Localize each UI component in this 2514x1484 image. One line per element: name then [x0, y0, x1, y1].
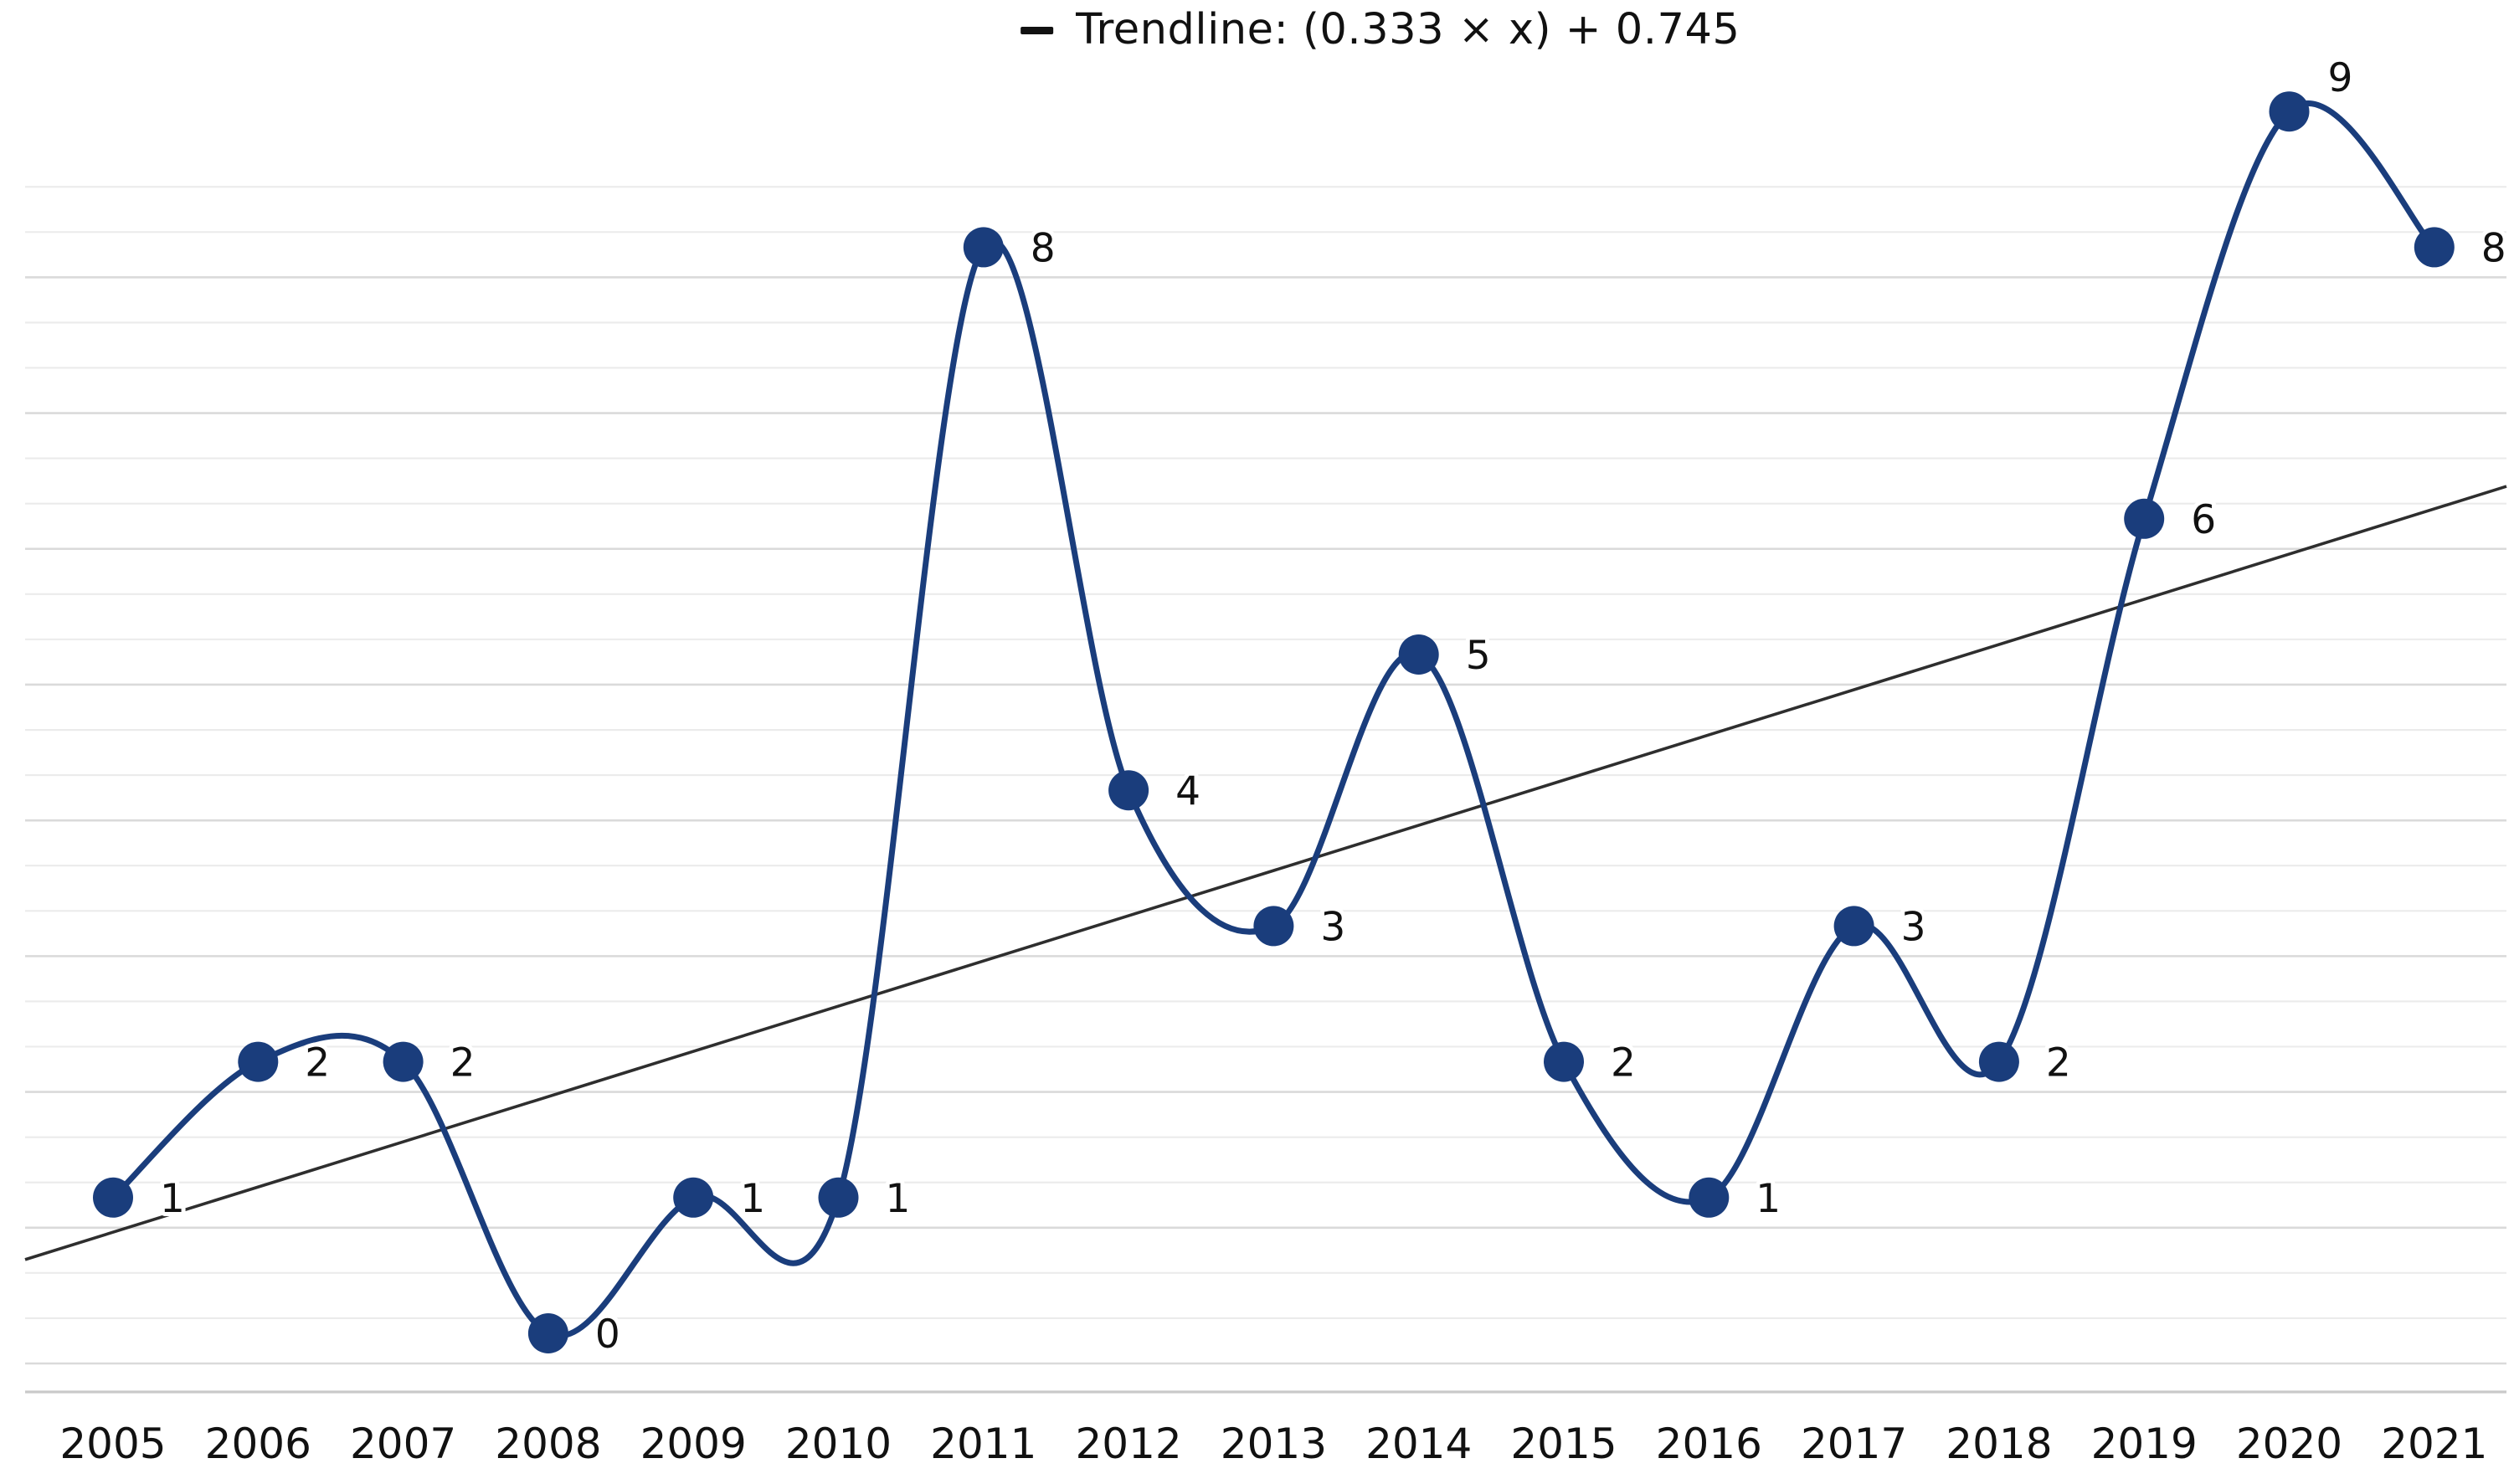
data-label: 2 [450, 1040, 476, 1086]
data-label: 2 [2046, 1040, 2071, 1086]
data-label: 6 [2191, 497, 2216, 543]
data-label: 5 [1466, 633, 1491, 679]
x-tick-label: 2013 [1221, 1420, 1327, 1468]
x-tick-label: 2012 [1075, 1420, 1181, 1468]
data-point-2006[interactable] [238, 1041, 279, 1082]
data-point-2007[interactable] [383, 1041, 424, 1082]
data-label: 1 [740, 1176, 765, 1222]
x-tick-label: 2010 [785, 1420, 892, 1468]
data-label: 2 [305, 1040, 330, 1086]
data-point-2021[interactable] [2414, 227, 2455, 268]
x-tick-label: 2011 [930, 1420, 1036, 1468]
x-tick-label: 2005 [59, 1420, 166, 1468]
data-point-2009[interactable] [673, 1177, 714, 1218]
data-label: 3 [1320, 904, 1345, 950]
data-label: 9 [2328, 55, 2353, 101]
data-point-2016[interactable] [1689, 1177, 1730, 1218]
data-point-2012[interactable] [1108, 770, 1149, 811]
trendline-dash-icon [1020, 26, 1054, 34]
data-label: 8 [1031, 225, 1056, 271]
x-tick-label: 2008 [495, 1420, 601, 1468]
data-point-2018[interactable] [1978, 1041, 2019, 1082]
data-label: 4 [1175, 768, 1200, 814]
x-tick-label: 2009 [640, 1420, 747, 1468]
data-label: 0 [595, 1312, 620, 1358]
legend[interactable]: Trendline: (0.333 × x) + 0.745 [1020, 4, 1740, 54]
x-tick-label: 2017 [1801, 1420, 1907, 1468]
trendline [24, 485, 2507, 1261]
data-point-2010[interactable] [818, 1177, 859, 1218]
data-point-2013[interactable] [1253, 906, 1294, 947]
series-line [110, 100, 2438, 1339]
x-tick-label: 2006 [205, 1420, 311, 1468]
data-label: 3 [1901, 904, 1926, 950]
data-label: 1 [160, 1176, 185, 1222]
data-label: 8 [2481, 225, 2506, 271]
data-point-2005[interactable] [93, 1177, 133, 1218]
x-tick-label: 2020 [2236, 1420, 2342, 1468]
x-tick-label: 2021 [2381, 1420, 2487, 1468]
data-point-2015[interactable] [1544, 1041, 1584, 1082]
x-tick-label: 2016 [1656, 1420, 1762, 1468]
x-tick-label: 2007 [350, 1420, 456, 1468]
x-tick-label: 2018 [1946, 1420, 2052, 1468]
x-tick-label: 2019 [2091, 1420, 2198, 1468]
data-point-2011[interactable] [963, 227, 1004, 268]
data-point-2019[interactable] [2124, 498, 2165, 539]
data-label: 2 [1611, 1040, 1636, 1086]
data-point-2014[interactable] [1398, 634, 1439, 675]
data-point-2008[interactable] [527, 1313, 568, 1353]
x-tick-label: 2015 [1510, 1420, 1617, 1468]
data-label: 1 [886, 1176, 911, 1222]
x-tick-label: 2014 [1365, 1420, 1472, 1468]
data-point-2020[interactable] [2269, 91, 2310, 132]
data-label: 1 [1756, 1176, 1781, 1222]
legend-label: Trendline: (0.333 × x) + 0.745 [1076, 4, 1740, 54]
data-point-2017[interactable] [1833, 906, 1874, 947]
